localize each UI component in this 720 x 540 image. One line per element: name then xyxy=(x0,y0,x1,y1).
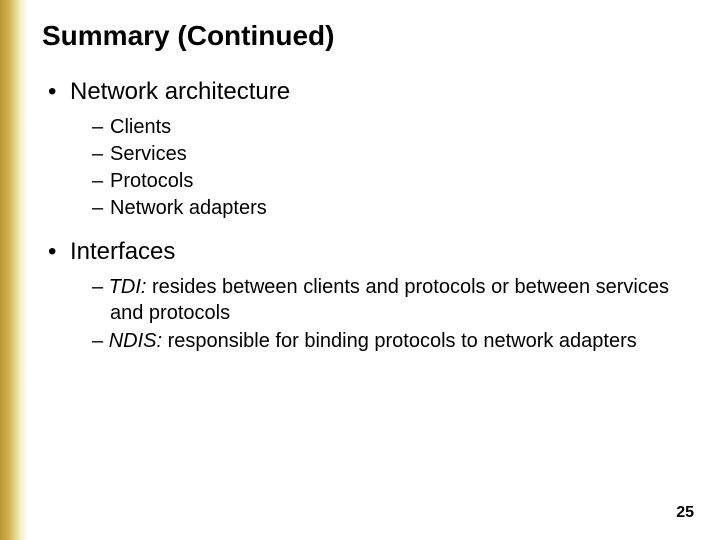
dash-icon: – xyxy=(92,141,110,168)
italic-term: TDI: xyxy=(109,276,147,298)
sub-bullet-text: Protocols xyxy=(110,170,193,192)
italic-term: NDIS: xyxy=(109,330,162,352)
slide-title: Summary (Continued) xyxy=(42,20,702,52)
sub-bullet-rest: resides between clients and protocols or… xyxy=(110,276,669,324)
sub-bullet-clients: –Clients xyxy=(92,114,702,141)
sub-bullet-protocols: –Protocols xyxy=(92,168,702,195)
sub-bullet-text: Network adapters xyxy=(110,197,267,219)
dash-icon: – xyxy=(92,114,110,141)
sub-bullet-tdi: – TDI: resides between clients and proto… xyxy=(92,274,702,326)
bullet-text: Interfaces xyxy=(70,238,175,265)
sub-bullets-network: –Clients –Services –Protocols –Network a… xyxy=(92,114,702,222)
left-gradient-accent xyxy=(0,0,28,540)
bullet-text: Network architecture xyxy=(70,78,290,105)
bullet-interfaces: •Interfaces xyxy=(48,238,702,266)
sub-bullet-text: Clients xyxy=(110,116,171,138)
slide-content: Summary (Continued) •Network architectur… xyxy=(42,20,702,370)
bullet-network-architecture: •Network architecture xyxy=(48,78,702,106)
sub-bullet-adapters: –Network adapters xyxy=(92,195,702,222)
sub-bullets-interfaces: – TDI: resides between clients and proto… xyxy=(92,274,702,354)
sub-bullet-text: Services xyxy=(110,143,187,165)
dash-icon: – xyxy=(92,195,110,222)
sub-bullet-services: –Services xyxy=(92,141,702,168)
dash-icon: – xyxy=(92,168,110,195)
page-number: 25 xyxy=(676,504,694,522)
sub-bullet-ndis: – NDIS: responsible for binding protocol… xyxy=(92,328,702,354)
bullet-dot-icon: • xyxy=(48,78,70,106)
sub-bullet-rest: responsible for binding protocols to net… xyxy=(162,330,637,352)
bullet-dot-icon: • xyxy=(48,238,70,266)
